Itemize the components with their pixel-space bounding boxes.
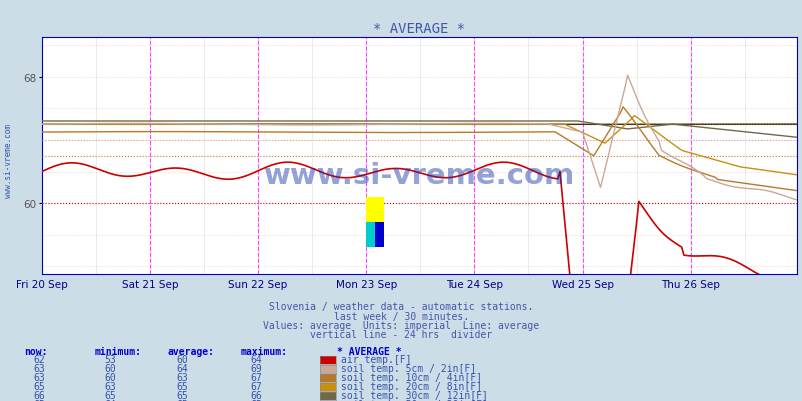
Title: * AVERAGE *: * AVERAGE * — [373, 22, 464, 36]
Text: 65: 65 — [250, 399, 262, 401]
Text: 65: 65 — [34, 399, 46, 401]
Text: * AVERAGE *: * AVERAGE * — [337, 346, 401, 356]
Text: 65: 65 — [34, 381, 46, 391]
Text: minimum:: minimum: — [95, 346, 142, 356]
Bar — [375, 223, 384, 248]
Bar — [366, 223, 375, 248]
Text: 65: 65 — [176, 381, 188, 391]
Text: 63: 63 — [176, 372, 188, 382]
Text: 64: 64 — [176, 363, 188, 373]
Text: 60: 60 — [176, 354, 188, 365]
Text: 64: 64 — [250, 354, 262, 365]
Text: soil temp. 30cm / 12in[F]: soil temp. 30cm / 12in[F] — [341, 390, 488, 400]
Text: Slovenia / weather data - automatic stations.: Slovenia / weather data - automatic stat… — [269, 302, 533, 312]
Text: 65: 65 — [104, 390, 116, 400]
Text: 65: 65 — [176, 390, 188, 400]
Text: 60: 60 — [104, 372, 116, 382]
Text: 66: 66 — [34, 390, 46, 400]
Text: 66: 66 — [250, 390, 262, 400]
Text: soil temp. 5cm / 2in[F]: soil temp. 5cm / 2in[F] — [341, 363, 476, 373]
Text: 63: 63 — [104, 381, 116, 391]
Text: 53: 53 — [104, 354, 116, 365]
Text: 69: 69 — [250, 363, 262, 373]
Text: Values: average  Units: imperial  Line: average: Values: average Units: imperial Line: av… — [263, 320, 539, 330]
Text: 64: 64 — [104, 399, 116, 401]
Text: soil temp. 20cm / 8in[F]: soil temp. 20cm / 8in[F] — [341, 381, 482, 391]
Text: www.si-vreme.com: www.si-vreme.com — [263, 161, 574, 189]
Text: now:: now: — [24, 346, 47, 356]
Text: maximum:: maximum: — [241, 346, 288, 356]
Text: 63: 63 — [34, 363, 46, 373]
Bar — [366, 197, 384, 223]
Text: 60: 60 — [104, 363, 116, 373]
Text: vertical line - 24 hrs  divider: vertical line - 24 hrs divider — [310, 329, 492, 339]
Text: 63: 63 — [34, 372, 46, 382]
Text: 67: 67 — [250, 372, 262, 382]
Text: 65: 65 — [176, 399, 188, 401]
Text: last week / 30 minutes.: last week / 30 minutes. — [334, 311, 468, 321]
Text: www.si-vreme.com: www.si-vreme.com — [3, 124, 13, 197]
Text: soil temp. 50cm / 20in[F]: soil temp. 50cm / 20in[F] — [341, 399, 488, 401]
Text: average:: average: — [167, 346, 214, 356]
Text: 67: 67 — [250, 381, 262, 391]
Text: air temp.[F]: air temp.[F] — [341, 354, 411, 365]
Text: 62: 62 — [34, 354, 46, 365]
Text: soil temp. 10cm / 4in[F]: soil temp. 10cm / 4in[F] — [341, 372, 482, 382]
